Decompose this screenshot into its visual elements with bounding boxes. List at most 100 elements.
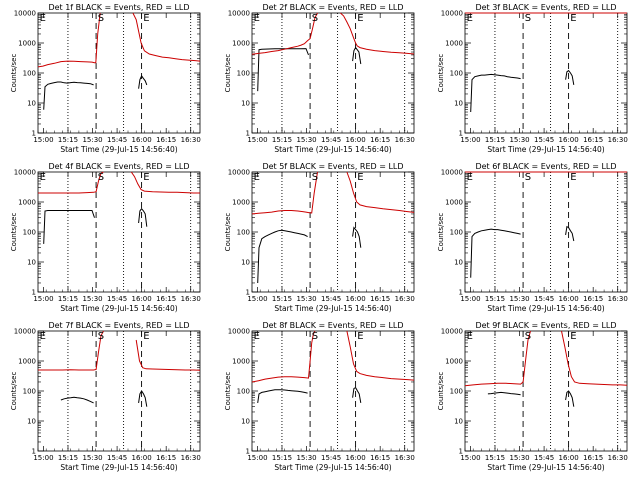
y-axis-label: Counts/sec — [437, 54, 445, 93]
y-tick-label: 100 — [237, 70, 250, 78]
panel-title: Det 5f BLACK = Events, RED = LLD — [262, 162, 403, 171]
y-tick-label: 1000 — [445, 199, 463, 207]
events-series-line — [43, 210, 95, 244]
plot-frame — [251, 330, 415, 452]
y-tick-label: 10000 — [228, 10, 250, 18]
y-tick-label: 10 — [241, 259, 250, 267]
lld-series-line — [464, 330, 531, 387]
panel-title: Det 2f BLACK = Events, RED = LLD — [262, 3, 403, 12]
marker-e: E — [143, 13, 149, 24]
x-tick-label: 15:15 — [272, 454, 292, 462]
marker-s: S — [525, 331, 531, 342]
x-tick-label: 15:15 — [58, 454, 78, 462]
y-tick-label: 1 — [32, 130, 36, 138]
panel-det-9f: Det 9f BLACK = Events, RED = LLD 1 10 100 10… — [437, 321, 628, 472]
x-tick-label: 15:30 — [296, 136, 316, 144]
x-axis-label: Start Time (29-Jul-15 14:56:40) — [60, 463, 177, 472]
events-series-line — [43, 81, 94, 110]
marker-s: S — [98, 172, 104, 183]
x-tick-label: 16:00 — [132, 295, 152, 303]
x-tick-label: 15:45 — [534, 454, 554, 462]
panel-title: Det 7f BLACK = Events, RED = LLD — [48, 321, 189, 330]
y-tick-label: 1 — [459, 130, 463, 138]
marker-e: E — [40, 13, 46, 24]
x-tick-label: 15:00 — [247, 295, 267, 303]
x-tick-label: 15:15 — [485, 136, 505, 144]
y-tick-label: 10 — [27, 259, 36, 267]
x-tick-label: 15:30 — [82, 136, 102, 144]
events-series-line — [138, 390, 148, 407]
x-tick-label: 15:30 — [296, 454, 316, 462]
x-tick-label: 15:30 — [82, 454, 102, 462]
y-tick-label: 100 — [237, 229, 250, 237]
marker-e: E — [357, 172, 363, 183]
x-tick-label: 15:15 — [272, 136, 292, 144]
x-tick-label: 16:00 — [559, 136, 579, 144]
x-axis-label: Start Time (29-Jul-15 14:56:40) — [487, 304, 604, 313]
y-tick-label: 10000 — [441, 169, 463, 177]
plot-frame — [464, 12, 628, 134]
x-tick-label: 16:00 — [346, 295, 366, 303]
x-tick-label: 15:00 — [33, 295, 53, 303]
x-tick-label: 16:15 — [583, 454, 603, 462]
y-tick-label: 10 — [241, 100, 250, 108]
x-tick-label: 15:15 — [58, 136, 78, 144]
x-tick-label: 15:00 — [460, 295, 480, 303]
events-series-line — [565, 390, 575, 407]
panel-title: Det 4f BLACK = Events, RED = LLD — [48, 162, 189, 171]
y-tick-label: 1 — [32, 448, 36, 456]
marker-e: E — [467, 331, 473, 342]
marker-s: S — [525, 13, 531, 24]
x-tick-label: 15:30 — [509, 136, 529, 144]
x-tick-label: 16:30 — [608, 454, 628, 462]
x-tick-label: 16:30 — [608, 295, 628, 303]
y-tick-label: 1 — [246, 130, 250, 138]
y-tick-label: 10 — [241, 418, 250, 426]
x-tick-label: 15:45 — [321, 454, 341, 462]
x-tick-label: 15:00 — [460, 136, 480, 144]
y-tick-label: 1000 — [18, 199, 36, 207]
x-tick-label: 15:15 — [485, 454, 505, 462]
x-tick-label: 15:00 — [33, 136, 53, 144]
panel-det-4f: Det 4f BLACK = Events, RED = LLD 1 10 100 10… — [10, 162, 201, 313]
plot-frame — [464, 171, 628, 293]
marker-s: S — [525, 172, 531, 183]
y-tick-label: 1000 — [232, 199, 250, 207]
panel-det-8f: Det 8f BLACK = Events, RED = LLD 1 10 100 10… — [224, 321, 415, 472]
x-axis-label: Start Time (29-Jul-15 14:56:40) — [60, 304, 177, 313]
events-series-line — [352, 226, 362, 248]
panel-det-6f: Det 6f BLACK = Events, RED = LLD 1 10 100 10… — [437, 162, 628, 313]
y-tick-label: 100 — [23, 70, 36, 78]
x-axis-label: Start Time (29-Jul-15 14:56:40) — [274, 304, 391, 313]
marker-e: E — [143, 331, 149, 342]
x-tick-label: 16:15 — [583, 295, 603, 303]
x-tick-label: 16:30 — [181, 295, 201, 303]
y-tick-label: 10 — [27, 418, 36, 426]
events-series-line — [257, 389, 308, 403]
events-series-line — [487, 391, 521, 396]
x-tick-label: 15:30 — [296, 295, 316, 303]
panel-title: Det 8f BLACK = Events, RED = LLD — [262, 321, 403, 330]
x-tick-label: 16:15 — [156, 295, 176, 303]
x-tick-label: 15:15 — [58, 295, 78, 303]
y-tick-label: 1000 — [232, 358, 250, 366]
x-tick-label: 16:15 — [156, 136, 176, 144]
x-tick-label: 16:30 — [395, 454, 415, 462]
x-tick-label: 15:15 — [272, 295, 292, 303]
lld-series-line — [130, 171, 200, 194]
y-tick-label: 1 — [32, 289, 36, 297]
y-tick-label: 100 — [237, 388, 250, 396]
y-axis-label: Counts/sec — [224, 54, 232, 93]
panel-det-5f: Det 5f BLACK = Events, RED = LLD 1 10 100 10… — [224, 162, 415, 313]
x-tick-label: 16:30 — [395, 295, 415, 303]
x-tick-label: 16:30 — [395, 136, 415, 144]
plot-frame — [251, 12, 415, 134]
marker-e: E — [357, 331, 363, 342]
marker-e: E — [40, 172, 46, 183]
x-tick-label: 15:00 — [460, 454, 480, 462]
y-axis-label: Counts/sec — [224, 372, 232, 411]
x-axis-label: Start Time (29-Jul-15 14:56:40) — [487, 145, 604, 154]
events-series-line — [257, 48, 309, 92]
x-tick-label: 16:00 — [132, 454, 152, 462]
